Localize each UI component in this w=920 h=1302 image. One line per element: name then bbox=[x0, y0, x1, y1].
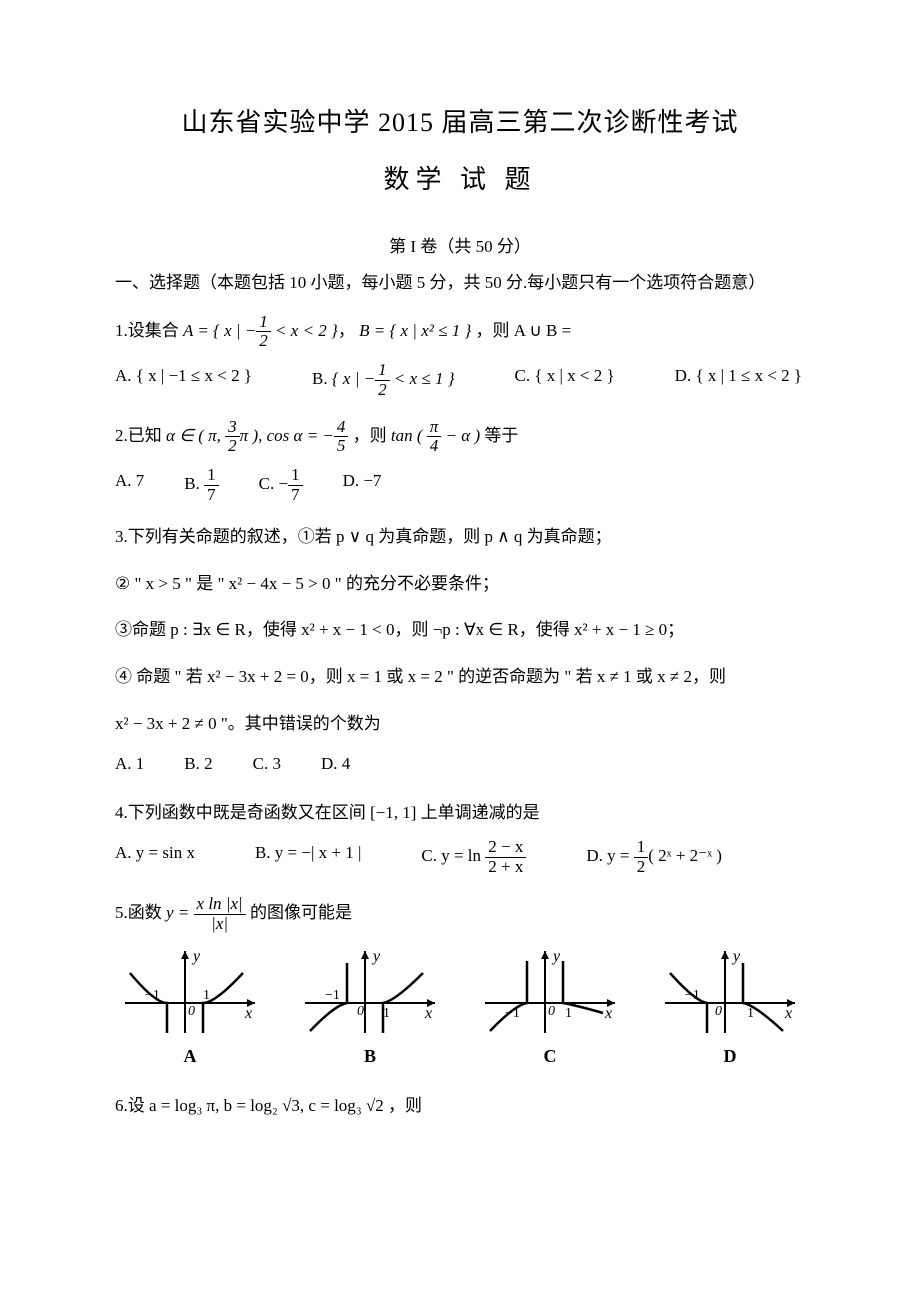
q1-opt-D: D. { x | 1 ≤ x < 2 } bbox=[675, 361, 802, 399]
q2-suffix: 等于 bbox=[484, 426, 518, 445]
exam-page: 山东省实验中学 2015 届高三第二次诊断性考试 数学 试 题 第 I 卷（共 … bbox=[0, 0, 920, 1302]
q5-graphs: y x −1 0 1 A y x bbox=[115, 943, 805, 1072]
svg-text:x: x bbox=[244, 1005, 252, 1022]
q3-line5: x² − 3x + 2 ≠ 0 "。其中错误的个数为 bbox=[115, 709, 805, 740]
q1-set-A: A = { x | −12 < x < 2 } bbox=[183, 321, 338, 340]
svg-text:−1: −1 bbox=[325, 988, 340, 1003]
q2-options: A. 7 B. 17 C. −17 D. −7 bbox=[115, 466, 805, 504]
q1-opt-B: B. { x | −12 < x ≤ 1 } bbox=[312, 361, 455, 399]
q1-stem-prefix: 1.设集合 bbox=[115, 321, 183, 340]
q2-tan: tan ( π4 − α ) bbox=[391, 426, 480, 445]
section-header: 第 I 卷（共 50 分） bbox=[115, 232, 805, 263]
q5-label-D: D bbox=[655, 1040, 805, 1072]
q3-opt-B: B. 2 bbox=[184, 749, 212, 780]
page-subtitle: 数学 试 题 bbox=[115, 157, 805, 204]
q2-opt-A: A. 7 bbox=[115, 466, 144, 504]
q3-opt-D: D. 4 bbox=[321, 749, 350, 780]
question-4: 4.下列函数中既是奇函数又在区间 [−1, 1] 上单调递减的是 A. y = … bbox=[115, 798, 805, 877]
q1-options: A. { x | −1 ≤ x < 2 } B. { x | −12 < x ≤… bbox=[115, 361, 805, 399]
q3-opt-C: C. 3 bbox=[253, 749, 281, 780]
svg-text:0: 0 bbox=[357, 1004, 364, 1019]
graph-D-svg: y x −1 0 1 bbox=[655, 943, 805, 1038]
q4-opt-A: A. y = sin x bbox=[115, 838, 195, 876]
svg-text:0: 0 bbox=[548, 1004, 555, 1019]
question-2: 2.已知 α ∈ ( π, 32π ), cos α = −45 ，则 tan … bbox=[115, 418, 805, 505]
svg-text:0: 0 bbox=[188, 1004, 195, 1019]
q2-opt-B: B. 17 bbox=[184, 466, 218, 504]
svg-text:y: y bbox=[731, 948, 741, 965]
q2-prefix: 2.已知 bbox=[115, 426, 166, 445]
question-5: 5.函数 y = x ln |x||x| 的图像可能是 y x −1 0 1 bbox=[115, 895, 805, 1073]
q5-label-B: B bbox=[295, 1040, 445, 1072]
q3-line3: ③命题 p : ∃x ∈ R，使得 x² + x − 1 < 0，则 ¬p : … bbox=[115, 615, 805, 646]
svg-text:x: x bbox=[784, 1005, 792, 1022]
q5-graph-B: y x −1 0 1 B bbox=[295, 943, 445, 1072]
q2-alpha-range: α ∈ ( π, 32π ) bbox=[166, 426, 258, 445]
q3-opt-A: A. 1 bbox=[115, 749, 144, 780]
q1-opt-C: C. { x | x < 2 } bbox=[515, 361, 615, 399]
instruction-text: 一、选择题（本题包括 10 小题，每小题 5 分，共 50 分.每小题只有一个选… bbox=[115, 268, 805, 299]
q5-function: y = x ln |x||x| bbox=[166, 903, 246, 922]
q5-label-A: A bbox=[115, 1040, 265, 1072]
q5-graph-A: y x −1 0 1 A bbox=[115, 943, 265, 1072]
q3-line1: 3.下列有关命题的叙述，①若 p ∨ q 为真命题，则 p ∧ q 为真命题； bbox=[115, 522, 805, 553]
q4-opt-D: D. y = 12( 2ˣ + 2⁻ˣ ) bbox=[586, 838, 722, 876]
q4-opt-B: B. y = −| x + 1 | bbox=[255, 838, 361, 876]
q2-mid: ，则 bbox=[353, 426, 391, 445]
q2-opt-C: C. −17 bbox=[259, 466, 303, 504]
question-6: 6.设 a = log₃ π, b = log₂ √3, c = log₃ √2… bbox=[115, 1091, 805, 1122]
graph-C-svg: y x −1 0 1 bbox=[475, 943, 625, 1038]
q3-line2: ② " x > 5 " 是 " x² − 4x − 5 > 0 " 的充分不必要… bbox=[115, 569, 805, 600]
svg-text:x: x bbox=[604, 1005, 612, 1022]
svg-text:y: y bbox=[551, 948, 561, 965]
q6-stem: 6.设 a = log₃ π, b = log₂ √3, c = log₃ √2… bbox=[115, 1091, 805, 1122]
q4-opt-C: C. y = ln 2 − x2 + x bbox=[421, 838, 526, 876]
q1-set-B: B = { x | x² ≤ 1 } bbox=[359, 321, 471, 340]
svg-text:y: y bbox=[191, 948, 201, 965]
page-title: 山东省实验中学 2015 届高三第二次诊断性考试 bbox=[115, 100, 805, 147]
q1-stem-suffix: ，则 A ∪ B = bbox=[476, 321, 572, 340]
question-1: 1.设集合 A = { x | −12 < x < 2 }， B = { x |… bbox=[115, 313, 805, 400]
q4-stem: 4.下列函数中既是奇函数又在区间 [−1, 1] 上单调递减的是 bbox=[115, 798, 805, 829]
q2-stem: 2.已知 α ∈ ( π, 32π ), cos α = −45 ，则 tan … bbox=[115, 418, 805, 456]
graph-A-svg: y x −1 0 1 bbox=[115, 943, 265, 1038]
q3-options: A. 1 B. 2 C. 3 D. 4 bbox=[115, 749, 805, 780]
q2-opt-D: D. −7 bbox=[343, 466, 382, 504]
q5-graph-D: y x −1 0 1 D bbox=[655, 943, 805, 1072]
q2-cos: cos α = −45 bbox=[267, 426, 349, 445]
q3-line4: ④ 命题 " 若 x² − 3x + 2 = 0，则 x = 1 或 x = 2… bbox=[115, 662, 805, 693]
q5-prefix: 5.函数 bbox=[115, 903, 166, 922]
q1-stem: 1.设集合 A = { x | −12 < x < 2 }， B = { x |… bbox=[115, 313, 805, 351]
q5-label-C: C bbox=[475, 1040, 625, 1072]
q5-stem: 5.函数 y = x ln |x||x| 的图像可能是 bbox=[115, 895, 805, 933]
svg-text:x: x bbox=[424, 1005, 432, 1022]
q4-options: A. y = sin x B. y = −| x + 1 | C. y = ln… bbox=[115, 838, 805, 876]
q5-suffix: 的图像可能是 bbox=[250, 903, 352, 922]
svg-text:y: y bbox=[371, 948, 381, 965]
svg-text:1: 1 bbox=[565, 1006, 572, 1021]
q5-graph-C: y x −1 0 1 C bbox=[475, 943, 625, 1072]
svg-text:0: 0 bbox=[715, 1004, 722, 1019]
graph-B-svg: y x −1 0 1 bbox=[295, 943, 445, 1038]
question-3: 3.下列有关命题的叙述，①若 p ∨ q 为真命题，则 p ∧ q 为真命题； … bbox=[115, 522, 805, 780]
q1-opt-A: A. { x | −1 ≤ x < 2 } bbox=[115, 361, 252, 399]
